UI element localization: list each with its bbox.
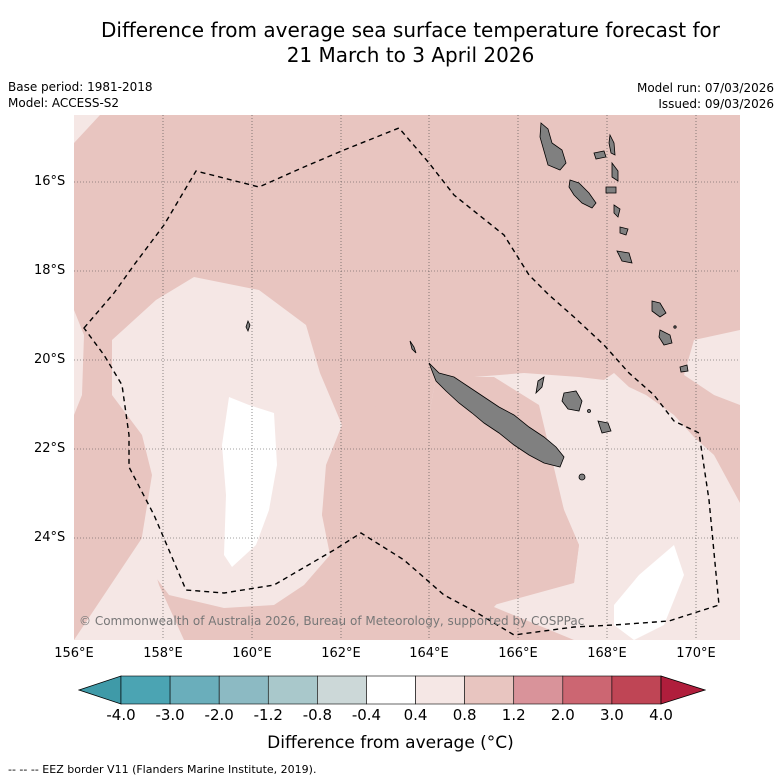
colorbar-bin-0 [120,675,171,705]
meta-right: Model run: 07/03/2026 Issued: 09/03/2026 [637,80,774,112]
colorbar-tick-label: 0.4 [403,706,428,724]
anomaly-region-0.4-0.8-southwest [74,535,184,640]
grid-lines [74,115,740,640]
lon-label-166e: 166°E [498,646,538,661]
matthew-hunter [679,364,689,373]
meta-left: Base period: 1981-2018 Model: ACCESS-S2 [8,79,153,111]
ouvea-island [535,376,545,395]
erromango [616,250,633,264]
eez-legend: -- -- -- EEZ border V11 (Flanders Marine… [8,763,317,776]
eez-border [83,127,720,636]
efate [619,226,629,236]
lon-label-160e: 160°E [232,646,272,661]
malakula [568,179,597,209]
futuna-vanuatu [673,325,677,329]
lon-label-170e: 170°E [676,646,716,661]
colorbar-tick-label: -0.4 [351,706,382,724]
title-line-2: 21 March to 3 April 2026 [286,43,535,67]
colorbar-bin-7 [464,675,515,705]
colorbar-extend-high [660,675,706,705]
tanna [651,300,667,318]
anomaly-region-0.4-0.8-edge [74,310,84,415]
belep-islands [409,340,417,354]
anomaly-region-neutral-west [222,397,277,567]
chesterfield-islet [245,319,251,333]
colorbar-bin-8 [513,675,564,705]
pentecost [611,161,619,182]
anomaly-region-0.4-0.8-east [684,330,740,405]
colorbar-tick-label: 2.0 [550,706,575,724]
lon-label-164e: 164°E [409,646,449,661]
colorbar-bin-6 [415,675,465,705]
colorbar-tick-label: 4.0 [649,706,673,724]
anomaly-region-0.4-0.8-nw [74,115,100,143]
colorbar-bin-10 [611,675,662,705]
mare-island [597,420,612,434]
lon-label-156e: 156°E [54,646,94,661]
epi-shepherds [613,204,621,218]
ambae [593,150,607,160]
espiritu-santo [539,122,567,171]
lon-label-158e: 158°E [143,646,183,661]
sst-anomaly-map [74,115,740,640]
colorbar-bin-2 [218,675,269,705]
ile-des-pins [578,473,586,481]
issued-date: Issued: 09/03/2026 [658,97,774,111]
colorbar-tick-label: 0.8 [452,706,477,724]
lat-label-16s: 16°S [34,174,66,189]
colorbar-bin-4 [317,675,367,705]
colorbar-tick-label: -0.8 [302,706,332,724]
model-run: Model run: 07/03/2026 [636,81,774,95]
model-name: Model: ACCESS-S2 [8,96,120,110]
lat-label-20s: 20°S [34,352,66,367]
colorbar [78,675,706,705]
lon-label-162e: 162°E [321,646,361,661]
anomaly-region-neutral-south [614,545,684,640]
lifou-island [561,390,583,412]
map-title: Difference from average sea surface temp… [40,18,781,68]
colorbar-tick-label: -4.0 [106,706,136,724]
base-period: Base period: 1981-2018 [8,80,153,94]
aneityum [658,329,673,346]
tiga-island [587,409,591,413]
colorbar-tick-label: -2.0 [204,706,234,724]
title-line-1: Difference from average sea surface temp… [100,18,720,42]
colorbar-bin-9 [562,675,613,705]
colorbar-tick-label: 3.0 [599,706,624,724]
lat-label-24s: 24°S [34,530,66,545]
ambrym [605,186,617,194]
copyright-notice: © Commonwealth of Australia 2026, Bureau… [79,614,585,628]
colorbar-label: Difference from average (°C) [267,733,514,753]
lat-label-22s: 22°S [34,441,66,456]
lon-label-168e: 168°E [587,646,627,661]
colorbar-extend-low [78,675,122,705]
colorbar-tick-label: -1.2 [253,706,283,724]
colorbar-tick-label: -3.0 [155,706,185,724]
new-caledonia-landmass [428,362,565,468]
colorbar-bin-1 [169,675,220,705]
lat-label-18s: 18°S [34,263,66,278]
colorbar-tick-label: 1.2 [501,706,526,724]
maewo-pentecost [608,133,616,156]
colorbar-bin-3 [267,675,318,705]
colorbar-bin-5 [366,675,416,705]
